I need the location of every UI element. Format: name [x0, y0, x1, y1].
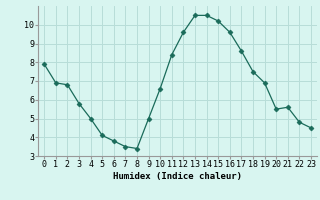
X-axis label: Humidex (Indice chaleur): Humidex (Indice chaleur) — [113, 172, 242, 181]
